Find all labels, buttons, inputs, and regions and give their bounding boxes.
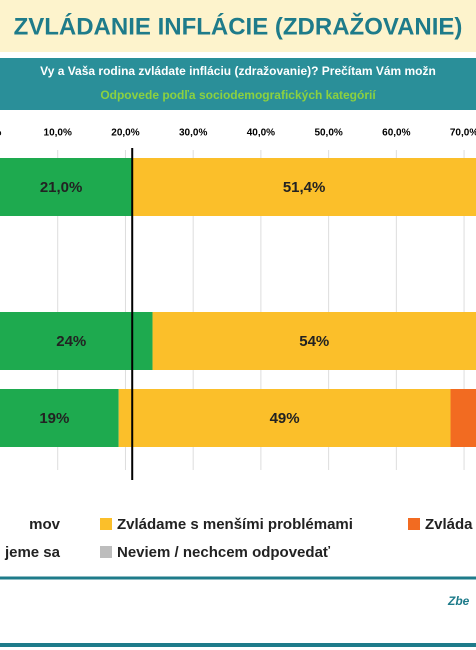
x-tick-label: 40,0% [247,128,275,139]
x-tick-label: 0,0% [0,128,2,139]
bar-segment [450,389,476,447]
value-label: 21,0% [40,179,83,196]
bar-segment [118,389,451,447]
x-tick-label: 20,0% [111,128,139,139]
value-label: 24% [56,333,86,350]
x-tick-label: 10,0% [44,128,72,139]
bar-segment [132,158,476,216]
legend-label: mov [29,516,61,533]
value-label: 51,4% [283,179,326,196]
bar-segment [0,312,153,370]
legend-swatch [408,518,420,530]
value-label: 49% [270,410,300,427]
legend-label: jeme sa [4,544,61,561]
chart-title: ZVLÁDANIE INFLÁCIE (ZDRAŽOVANIE) [14,12,463,40]
question-bar [0,58,476,110]
x-tick-label: 30,0% [179,128,207,139]
footer: Zbe [447,594,470,608]
note: Odpovede podľa sociodemografických kateg… [100,88,376,102]
x-tick-label: 60,0% [382,128,410,139]
legend-swatch [100,546,112,558]
bar-segment [0,389,119,447]
bar-segment [152,312,476,370]
legend-label: Neviem / nechcem odpovedať [117,544,331,561]
subtitle: Vy a Vaša rodina zvládate infláciu (zdra… [40,64,436,78]
bar-segment [0,158,133,216]
value-label: 19% [39,410,69,427]
x-tick-label: 70,0% [450,128,476,139]
value-label: 54% [299,333,329,350]
legend-swatch [100,518,112,530]
title-banner [0,0,476,52]
x-tick-label: 50,0% [314,128,342,139]
legend-label: Zvláda [425,516,473,533]
legend-label: Zvládame s menšími problémami [117,516,353,533]
